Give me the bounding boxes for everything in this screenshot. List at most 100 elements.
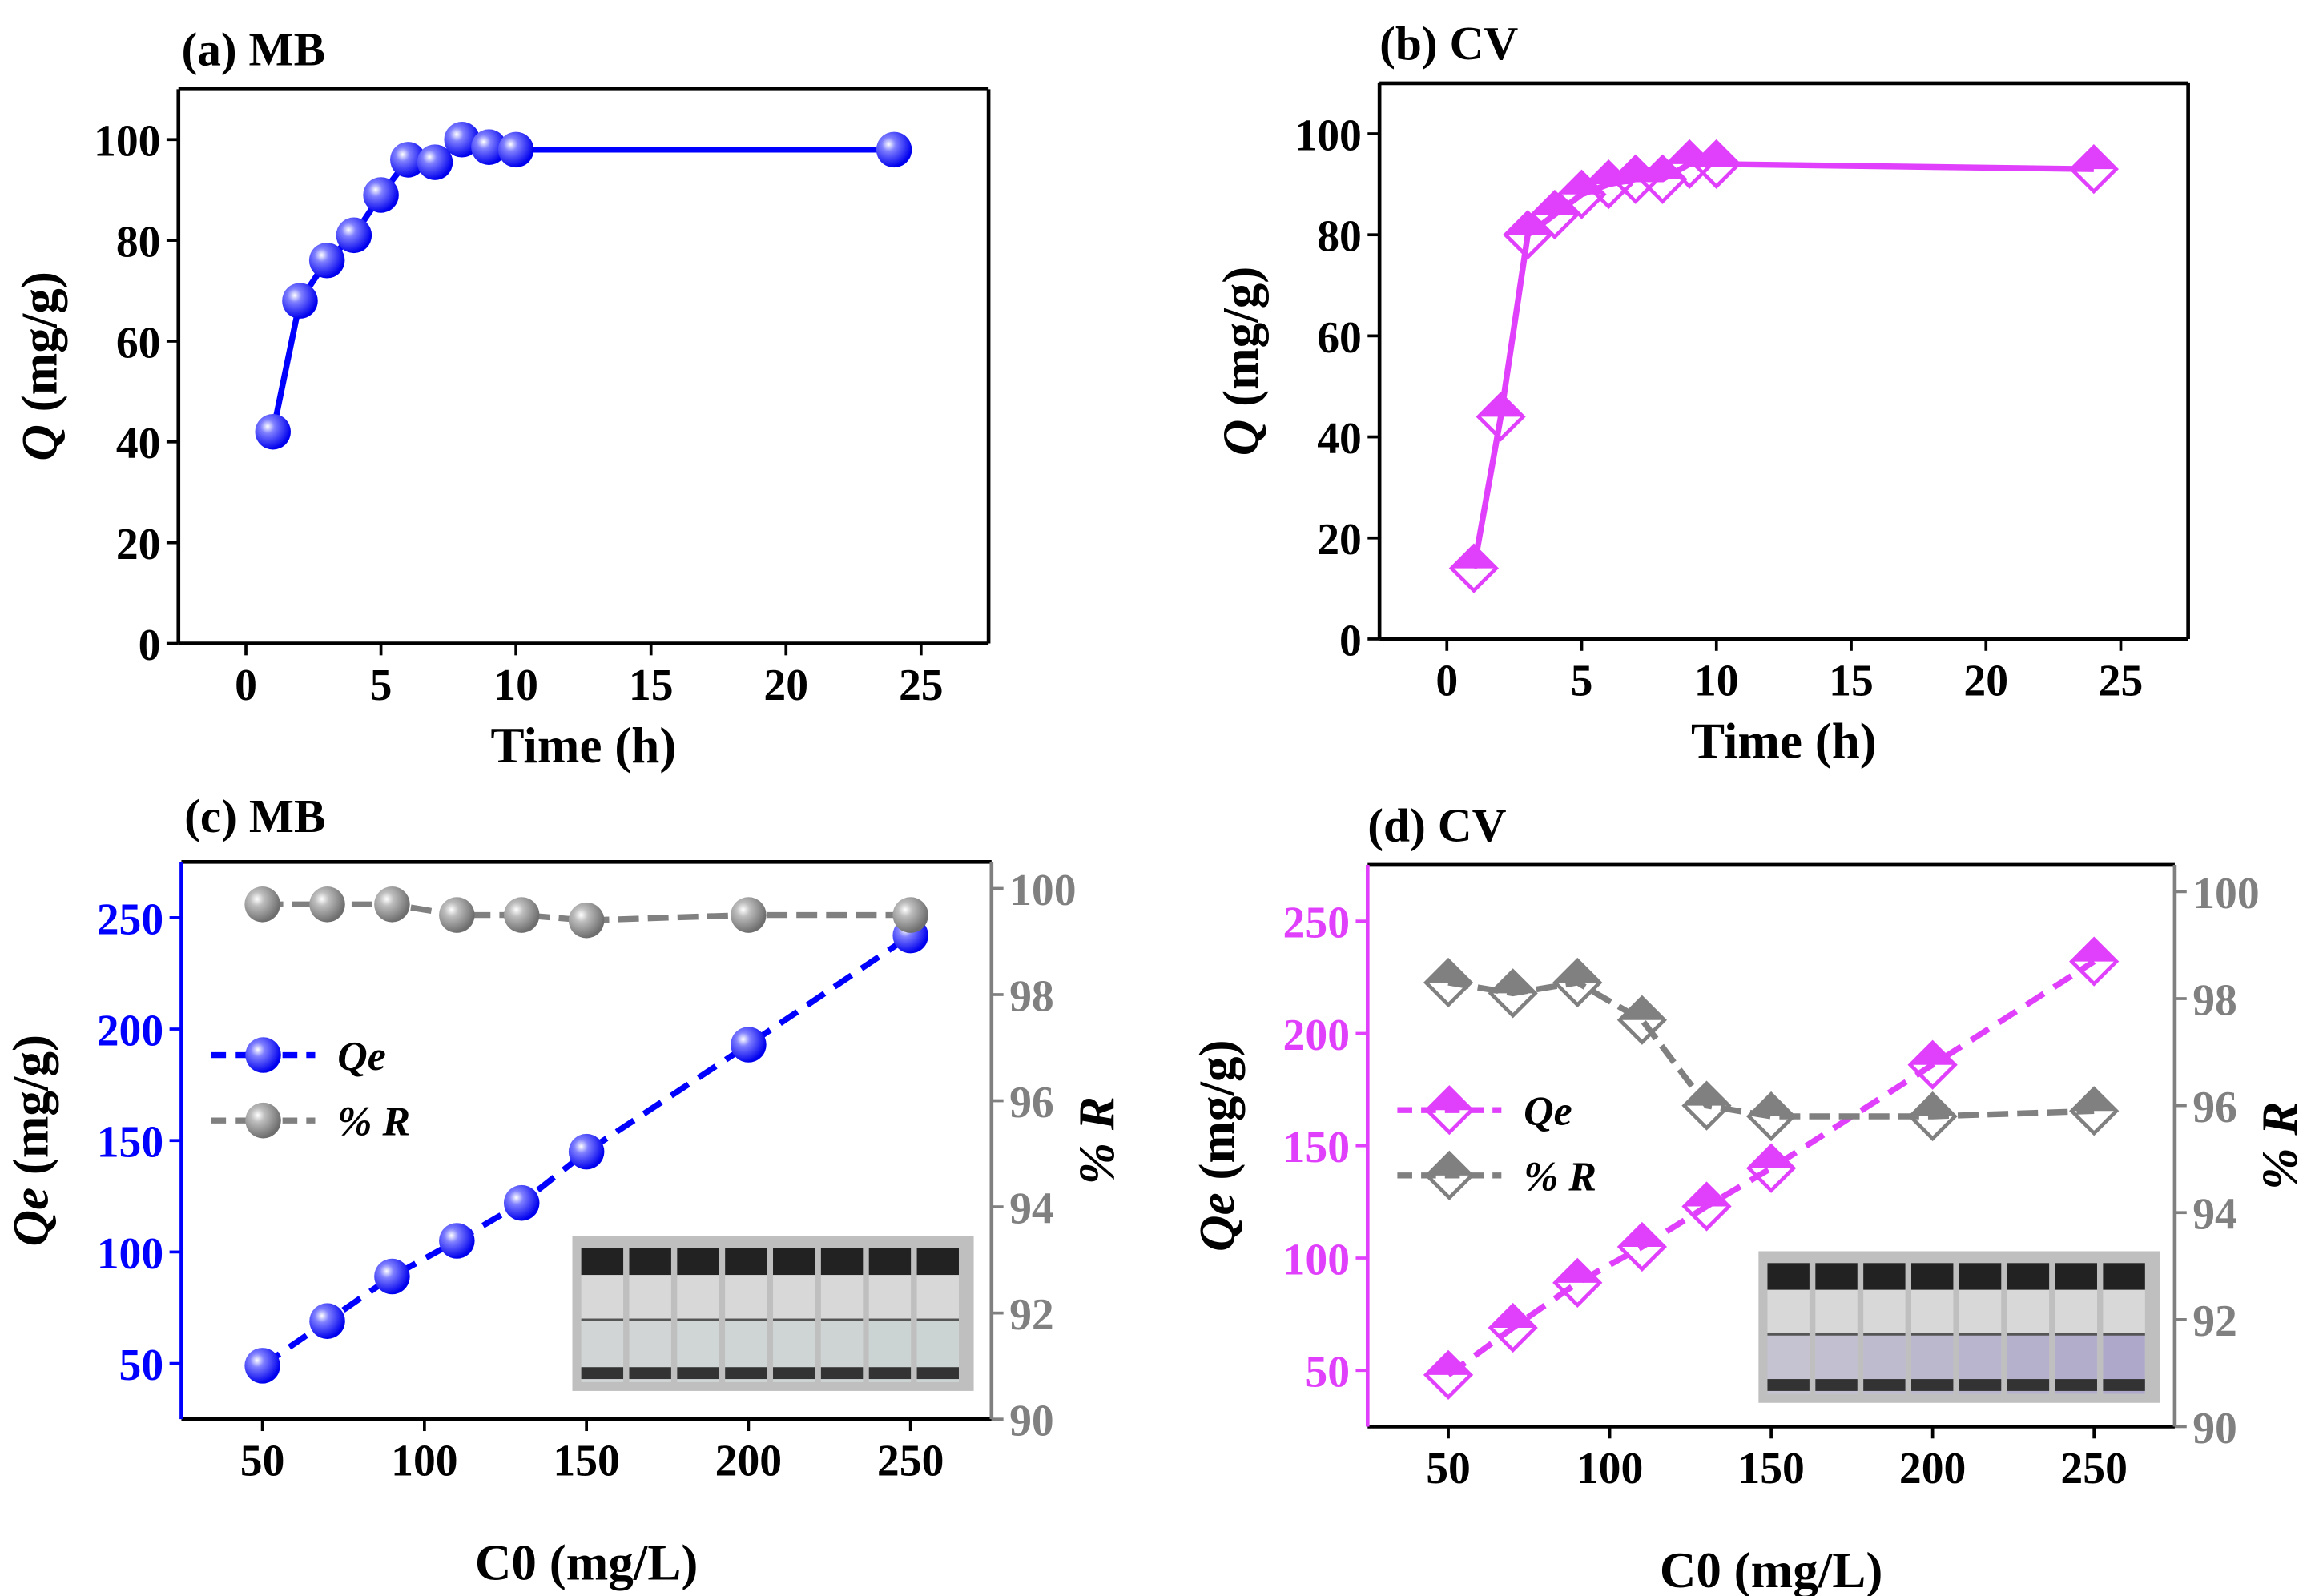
vial-body: [629, 1275, 671, 1382]
data-point-outline: [1488, 968, 1538, 1019]
x-tick-label: 5: [1571, 656, 1593, 706]
x-tick-label: 25: [899, 661, 944, 710]
data-point: [309, 886, 345, 923]
vial-sediment: [868, 1367, 912, 1380]
y2-tick-label: 96: [1009, 1078, 1054, 1128]
data-point-outline: [2069, 1086, 2120, 1136]
y-tick-label: 80: [116, 218, 161, 267]
vial-cap: [773, 1248, 815, 1276]
y-tick-label: 80: [1317, 212, 1362, 262]
panel-title: (a) MB: [181, 23, 325, 76]
data-point: [1620, 997, 1665, 1020]
data-point: [1693, 142, 1739, 164]
y-tick-label: 60: [116, 318, 161, 368]
data-point-outline: [1423, 957, 1474, 1008]
y2-tick-label: 100: [1009, 866, 1076, 915]
y2-tick-label: 96: [2192, 1083, 2237, 1132]
vial-cap: [2007, 1263, 2050, 1290]
vial-cap: [820, 1248, 864, 1276]
vial-sediment: [2007, 1379, 2050, 1391]
data-point: [1426, 960, 1471, 983]
data-point: [503, 897, 540, 933]
data-point-outline: [1448, 543, 1500, 593]
y-tick-label: 0: [139, 621, 161, 670]
y-axis-label-unit: (mg/g): [12, 271, 68, 424]
vial-cap: [868, 1248, 912, 1276]
x-tick-label: 20: [763, 661, 808, 710]
x-tick-label: 20: [1963, 656, 2008, 706]
data-point: [255, 413, 292, 450]
data-point: [1684, 1184, 1729, 1207]
data-point-outline: [1691, 139, 1741, 189]
data-point-outline: [1681, 1080, 1732, 1131]
y-tick-label: 100: [1283, 1235, 1350, 1284]
y2-tick-label: 90: [1009, 1397, 1054, 1446]
data-point: [2071, 147, 2116, 170]
x-axis-label: Time (h): [1691, 713, 1877, 769]
data-point-outline: [1552, 1257, 1603, 1308]
y-tick-label: 150: [97, 1118, 163, 1168]
vial-sediment: [581, 1367, 624, 1380]
legend-label: % R: [337, 1100, 410, 1145]
y-tick-label: 100: [97, 1229, 163, 1279]
data-point: [471, 129, 507, 165]
vial-body: [1815, 1289, 1858, 1394]
legend-marker: [245, 1102, 281, 1139]
data-point-outline: [1552, 957, 1603, 1008]
series-line-Q: [270, 136, 895, 432]
data-point: [568, 902, 605, 939]
y2-tick-label: 94: [2192, 1190, 2237, 1240]
vial-sediment: [773, 1367, 815, 1380]
x-tick-label: 150: [1737, 1444, 1804, 1493]
data-point: [1490, 971, 1536, 994]
x-tick-label: 25: [2099, 656, 2144, 706]
data-point: [1640, 156, 1685, 179]
legend-label: % R: [1524, 1154, 1596, 1200]
y-axis-label-unit: (mg/g): [2, 1035, 58, 1188]
x-tick-label: 5: [370, 661, 393, 710]
data-point: [309, 1303, 345, 1339]
y2-tick-label: 98: [2192, 975, 2237, 1025]
y2-tick-label: 90: [2192, 1404, 2237, 1453]
panel-title: (d) CV: [1367, 798, 1506, 851]
data-point: [2071, 1088, 2117, 1112]
y-tick-label: 50: [1305, 1348, 1350, 1397]
panel-b: (b) CV 0 5 10 15 20 25 0 20 40 60 80 100 Time (h) Q (m…: [1213, 17, 2190, 769]
vial-sediment: [820, 1367, 864, 1380]
data-point: [1910, 1042, 1955, 1065]
y-tick-label: 40: [116, 419, 161, 468]
y-tick-label: 50: [119, 1341, 164, 1390]
vial-cap: [1863, 1263, 1906, 1290]
data-point: [444, 121, 480, 158]
y-tick-label: 100: [94, 117, 160, 167]
data-point: [244, 886, 280, 923]
vial-sediment: [2103, 1379, 2145, 1391]
panel-c: (c) MB 50 100 150 200 250 50 100 150 200 250 90 92 94…: [2, 790, 1125, 1590]
series-line-Qe: [1446, 959, 2096, 1377]
x-tick-label: 150: [553, 1437, 619, 1486]
data-point-outline: [1476, 392, 1526, 442]
data-point: [1555, 960, 1600, 983]
vial-sediment: [1959, 1379, 2002, 1391]
inset-vial-photo: [1758, 1251, 2160, 1403]
panel-d: (d) CV 50 100 150 200 250 50 100 150 200 250 90 92 94…: [1189, 798, 2308, 1596]
data-point: [876, 131, 912, 168]
legend-marker: [1427, 1153, 1472, 1176]
y-axis-label-unit: (mg/g): [1189, 1039, 1245, 1192]
data-point: [1490, 1305, 1536, 1328]
data-point-outline: [1488, 1302, 1538, 1353]
y2-tick-label: 100: [2192, 869, 2259, 919]
y2-axis-label: % R: [1069, 1096, 1125, 1184]
data-point: [1749, 1145, 1794, 1168]
y-tick-label: 20: [1317, 515, 1362, 565]
data-point: [439, 897, 475, 933]
y-tick-label: 200: [1283, 1011, 1350, 1060]
x-tick-label: 100: [391, 1437, 457, 1486]
x-tick-label: 50: [240, 1437, 285, 1486]
x-tick-label: 15: [629, 661, 674, 710]
vial-cap: [1767, 1263, 1810, 1290]
y-axis-label: Qe (mg/g): [2, 1035, 58, 1247]
data-point: [363, 177, 399, 213]
data-point-outline: [1745, 1143, 1797, 1193]
